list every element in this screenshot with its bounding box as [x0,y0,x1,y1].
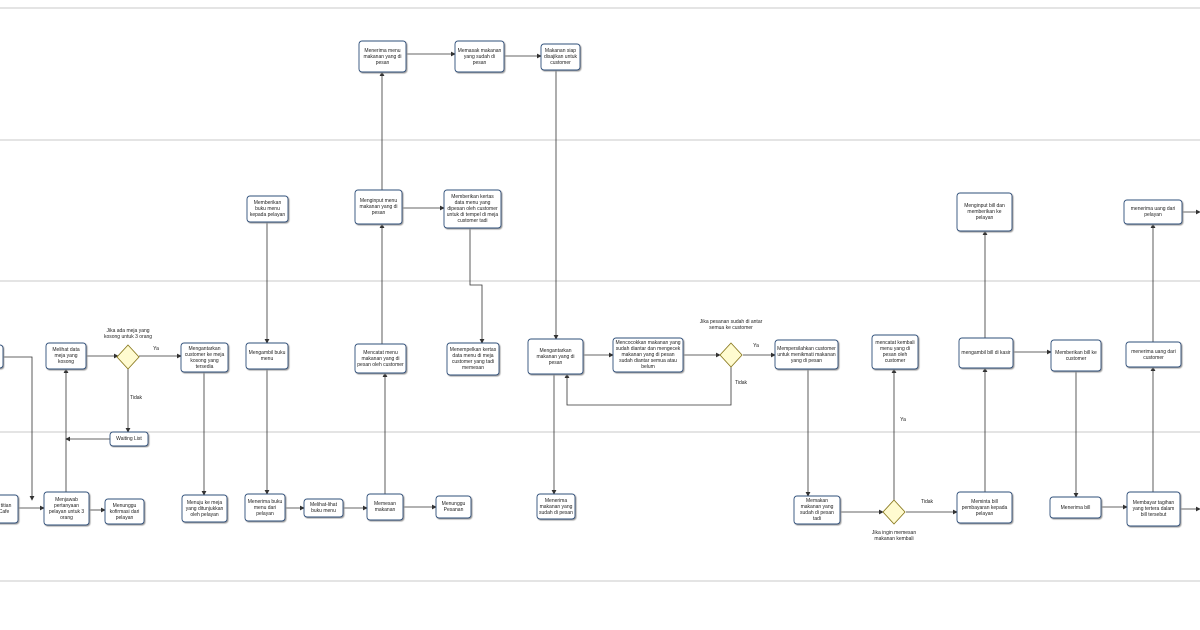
task-box [0,494,19,524]
task-box [793,495,841,525]
task-label: Memesan makanan [374,501,396,513]
task-label: Makanan siap disajikan untuk customer [543,48,578,66]
task-label: Melihat data meja yang kosong [52,347,80,365]
edge-label: Ya [900,417,906,423]
task-box [527,338,584,375]
task-label: Menunggu kofirmasi dari pelayan [109,502,140,521]
edge-label: Tidak [920,499,934,505]
gateway-label: Jika pesanan sudah di antar semua ke cus… [699,319,763,331]
task-box [1123,199,1183,225]
gateway [719,342,743,368]
task-box [246,195,289,223]
arrow [469,228,485,344]
edge-label: Tidak [129,395,143,401]
task-box [366,493,404,521]
task-label: Mempersilahkan customer untuk menikmati … [777,345,836,364]
edge-label: Ya [153,346,159,352]
task-label: Waiting List [116,436,142,442]
task-label: menerima uang dari pelayan [1130,206,1176,218]
task-label: Menginput menu makanan yang di pesan [359,198,398,216]
gateway [882,499,906,525]
task-box [435,495,472,519]
task-label: Menunggu Pesanan [441,501,466,513]
gateway-label: Jika ada meja yang kosong untuk 3 orang [103,328,153,340]
task-label: Menerima buku menu dari pelayan [247,498,283,517]
task-box [540,43,581,71]
task-box [358,40,407,73]
task-box [354,189,403,225]
task-label: menerima uang dari customer [1131,348,1176,361]
task-box [104,498,145,525]
task-label: Memakan makanan yang sudah di pesan tadi [800,498,834,522]
task-label: Memberikan bill ke customer [1055,349,1097,362]
task-box [774,339,839,370]
task-box [1050,339,1102,372]
task-box [871,334,919,370]
task-label [0,345,3,368]
task-label: Menerima menu makanan yang di pesan [363,47,402,66]
task-label: Mencocokkan makanan yang sudah diantar d… [615,340,681,370]
gateway-label: Jika ingin memesan makanan kembali [871,530,917,542]
task-box [109,431,149,447]
task-box [454,40,505,73]
task-box [958,337,1014,369]
task-label: Menjawab pertanyaan pelayan untuk 3 oran… [48,496,85,521]
edge-label: Tidak [734,380,748,386]
task-box [43,491,90,526]
arrow [3,356,35,501]
task-label: Menempelkan kertas data menu di meja cus… [449,347,497,371]
task-box [45,342,87,370]
task-box [446,342,500,376]
task-box [180,342,229,373]
task-label: Mengantarkan customer ke meja kosong yan… [184,345,225,370]
task-box [244,493,286,522]
task-label: Memasak makanan yang sudah di pesan [457,47,502,66]
task-box [1126,491,1181,527]
task-box [1125,341,1182,368]
gateway [116,344,140,370]
task-box [956,192,1013,232]
task-label: Menerima makanan yang sudah di pesan [539,497,573,516]
task-box [443,189,502,229]
task-label: Mencatat menu makanan yang di pesan oleh… [357,349,404,368]
task-label: Menuju ke meja yang ditunjukkan oleh pel… [185,499,224,518]
task-label: Membayar tagihan yang tertera dalam bill… [1132,500,1175,518]
task-label: mengambil bill di kasir [961,350,1011,356]
task-box [1049,496,1102,519]
task-label: Menginput bill dan memberikan ke pelayan [964,203,1005,221]
lanes [0,7,1200,582]
arrow [564,367,732,406]
task-box [536,493,576,520]
task-label: Mengambil buku menu [248,350,286,362]
task-label: Memberikan kertas data menu yang dipesan… [446,194,499,224]
task-box [245,342,289,370]
task-box [956,491,1013,524]
task-label: Melihat-lihat buku menu [310,502,337,514]
task-label: Mengantarkan makanan yang di pesan [536,347,575,366]
task-label: Menerima bill [1060,504,1091,511]
task-label: Memberikan buku menu kepada pelayan [249,200,286,218]
task-box [354,343,407,374]
task-box [181,494,228,523]
task-box [303,498,344,518]
task-label: n titian Cafe [0,503,12,515]
task-box [612,337,684,373]
edge-label: Ya [753,343,759,349]
task-label: Meminta bill pembayaran kepada pelayan [961,498,1008,517]
task-box [0,344,4,369]
task-label: mencatat kembali menu yang di pesan oleh… [875,340,915,364]
